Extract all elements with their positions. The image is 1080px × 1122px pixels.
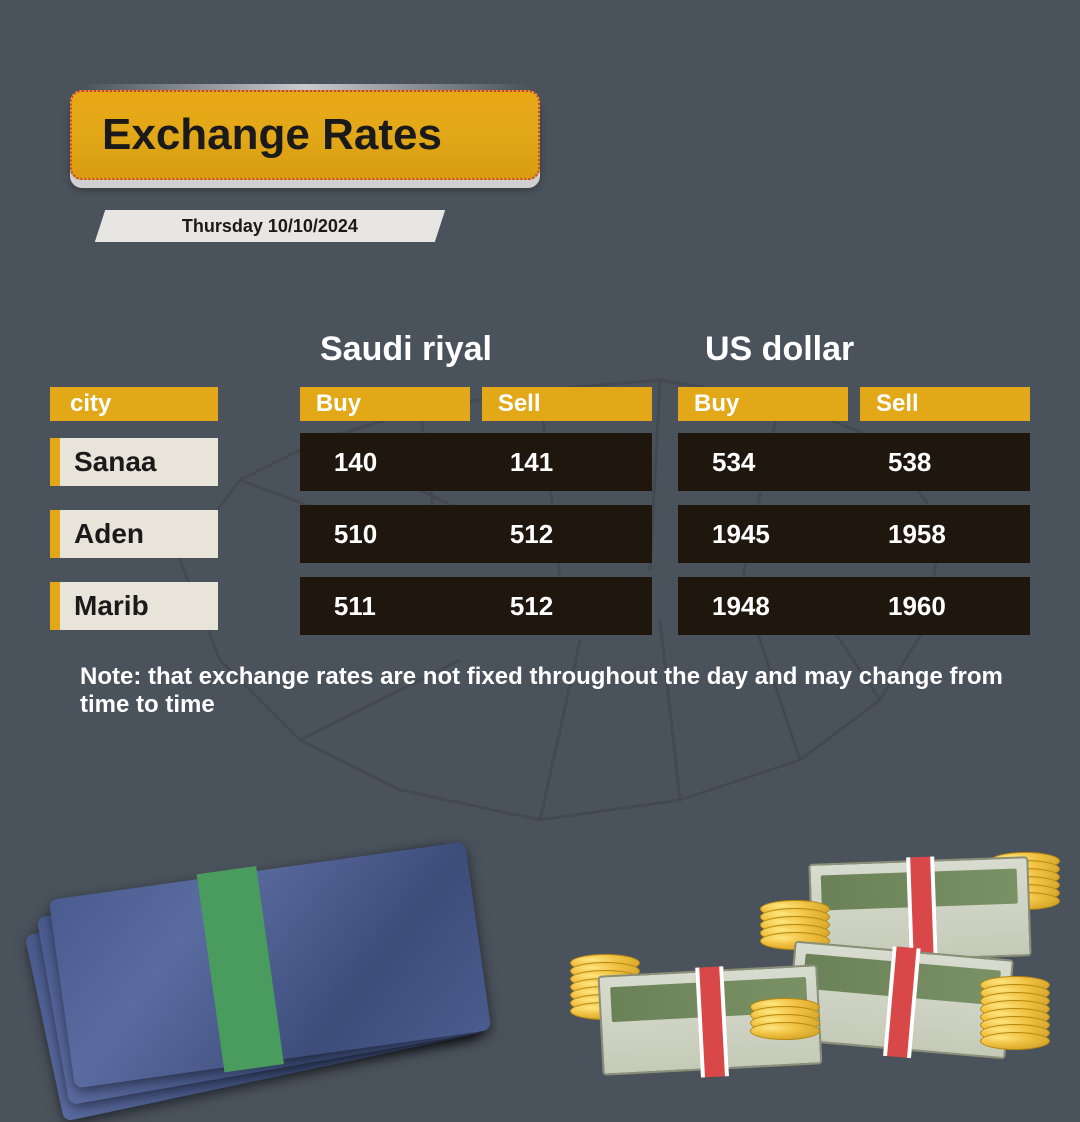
city-cell: Marib <box>50 582 218 630</box>
usd-sell-header: Sell <box>860 387 1030 421</box>
saudi-buy-header: Buy <box>300 387 470 421</box>
saudi-buy-cell: 511 <box>300 591 476 622</box>
saudi-buy-cell: 510 <box>300 519 476 550</box>
saudi-sell-header: Sell <box>482 387 652 421</box>
currency-title-saudi: Saudi riyal <box>310 330 670 369</box>
usd-sell-cell: 1960 <box>854 591 1030 622</box>
dollar-money-icon <box>560 830 1080 1110</box>
saudi-sell-cell: 512 <box>476 519 652 550</box>
usd-buy-cell: 534 <box>678 447 854 478</box>
riyal-banknotes-icon <box>20 860 540 1120</box>
saudi-group: 511 512 <box>300 577 652 635</box>
title-banner: Exchange Rates <box>70 90 540 180</box>
disclaimer-note: Note: that exchange rates are not fixed … <box>50 663 1030 719</box>
usd-group: 1948 1960 <box>678 577 1030 635</box>
usd-group: 1945 1958 <box>678 505 1030 563</box>
table-row: Aden 510 512 1945 1958 <box>50 505 1030 563</box>
date-text: Thursday 10/10/2024 <box>182 216 358 237</box>
usd-buy-header: Buy <box>678 387 848 421</box>
city-column-header: city <box>50 387 218 421</box>
usd-buy-cell: 1948 <box>678 591 854 622</box>
city-cell: Aden <box>50 510 218 558</box>
page-title: Exchange Rates <box>102 110 442 160</box>
usd-sell-cell: 1958 <box>854 519 1030 550</box>
usd-sell-cell: 538 <box>854 447 1030 478</box>
usd-group: 534 538 <box>678 433 1030 491</box>
usd-buy-cell: 1945 <box>678 519 854 550</box>
saudi-buy-cell: 140 <box>300 447 476 478</box>
saudi-group: 140 141 <box>300 433 652 491</box>
saudi-group: 510 512 <box>300 505 652 563</box>
table-row: Marib 511 512 1948 1960 <box>50 577 1030 635</box>
city-cell: Sanaa <box>50 438 218 486</box>
currency-header-row: Saudi riyal US dollar <box>50 330 1030 369</box>
rates-table: Saudi riyal US dollar city Buy Sell Buy … <box>50 330 1030 719</box>
saudi-sell-cell: 141 <box>476 447 652 478</box>
currency-title-usd: US dollar <box>670 330 1030 369</box>
column-header-row: city Buy Sell Buy Sell <box>50 387 1030 421</box>
table-row: Sanaa 140 141 534 538 <box>50 433 1030 491</box>
saudi-sell-cell: 512 <box>476 591 652 622</box>
date-banner: Thursday 10/10/2024 <box>95 210 445 242</box>
